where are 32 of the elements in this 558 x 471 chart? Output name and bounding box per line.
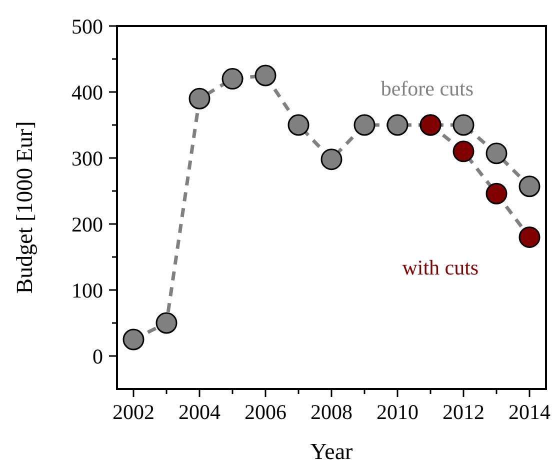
point (288, 114, 310, 136)
y-axis-title: Budget [1000 Eur] (12, 121, 37, 294)
point (486, 142, 508, 164)
x-tick-label: 2008 (310, 400, 352, 424)
point (156, 312, 178, 334)
text: with cuts (402, 255, 479, 280)
point (122, 328, 144, 350)
y-tick-label: 100 (72, 278, 103, 302)
point (518, 176, 540, 198)
x-tick-label: 2004 (178, 400, 221, 424)
y-tick-label: 200 (72, 212, 103, 236)
x-tick-label: 2006 (244, 400, 286, 424)
y-tick-label: 0 (92, 344, 103, 368)
y-tick-label: 300 (72, 146, 103, 170)
x-tick-label: 2010 (376, 400, 418, 424)
point (452, 140, 474, 162)
point (188, 88, 210, 110)
point (518, 226, 540, 248)
point (452, 114, 474, 136)
x-tick-label: 2012 (442, 400, 484, 424)
x-axis-title: Year (310, 439, 354, 464)
point (222, 68, 244, 90)
point (386, 114, 408, 136)
x-tick-label: 2014 (508, 400, 551, 424)
point (254, 64, 276, 86)
series-label: before cuts (380, 76, 474, 100)
point (354, 114, 376, 136)
point (486, 182, 508, 204)
x-tick-label: 2002 (112, 400, 154, 424)
y-tick-label: 400 (72, 80, 103, 104)
y-tick-label: 500 (72, 14, 103, 38)
point (320, 148, 342, 170)
